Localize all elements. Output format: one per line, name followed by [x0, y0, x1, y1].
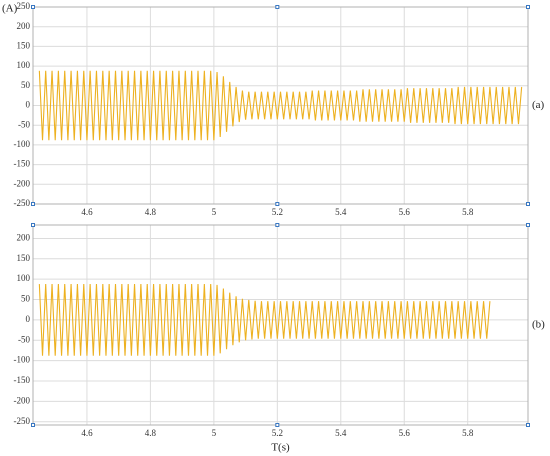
x-tick-label: 4.8 — [145, 207, 157, 217]
x-tick-label: 5.6 — [399, 428, 411, 438]
y-tick-label: 50 — [21, 80, 31, 90]
x-tick-label: 5.8 — [462, 207, 474, 217]
y-tick-label: -250 — [14, 198, 31, 208]
signal-line — [38, 284, 491, 356]
corner-handle — [31, 423, 35, 427]
y-tick-label: 0 — [26, 314, 31, 324]
y-tick-label: 200 — [17, 233, 31, 243]
y-tick-label: -200 — [14, 395, 31, 405]
x-tick-label: 4.6 — [81, 207, 93, 217]
x-tick-label: 5.4 — [335, 428, 347, 438]
x-tick-label: 5 — [212, 207, 217, 217]
y-tick-label: -50 — [18, 334, 30, 344]
y-tick-label: -100 — [14, 139, 31, 149]
x-tick-label: 5.2 — [272, 428, 283, 438]
y-tick-label: 50 — [21, 294, 31, 304]
signal-line — [38, 70, 523, 141]
y-tick-label: -200 — [14, 178, 31, 188]
x-tick-label: 4.8 — [145, 428, 157, 438]
x-tick-label: 5 — [212, 428, 217, 438]
y-tick-label: 150 — [17, 253, 31, 263]
corner-handle — [31, 223, 35, 227]
x-tick-label: 5.4 — [335, 207, 347, 217]
y-tick-label: -100 — [14, 355, 31, 365]
y-tick-label: 0 — [26, 100, 31, 110]
plot-frame — [32, 6, 529, 205]
panel-label: (b) — [532, 319, 545, 331]
y-tick-label: 150 — [17, 40, 31, 50]
corner-handle — [275, 5, 280, 9]
y-tick-label: -150 — [14, 375, 31, 385]
x-tick-label: 5.6 — [399, 207, 411, 217]
x-tick-label: 4.6 — [81, 428, 93, 438]
y-tick-label: 250 — [17, 1, 31, 11]
corner-handle — [526, 223, 530, 227]
y-tick-label: -150 — [14, 159, 31, 169]
plot-frame — [32, 224, 529, 426]
y-tick-label: 200 — [17, 21, 31, 31]
corner-handle — [275, 423, 280, 427]
corner-handle — [275, 223, 280, 227]
panel-label: (a) — [532, 99, 545, 111]
corner-handle — [526, 5, 530, 9]
y-tick-label: -250 — [14, 416, 31, 426]
corner-handle — [275, 202, 280, 206]
panel-annotation: (A) — [2, 3, 18, 15]
y-tick-label: -50 — [18, 119, 30, 129]
y-tick-label: 100 — [17, 273, 31, 283]
x-tick-label: 5.2 — [272, 207, 283, 217]
corner-handle — [526, 423, 530, 427]
corner-handle — [526, 202, 530, 206]
x-axis-label: T(s) — [271, 442, 290, 454]
corner-handle — [31, 202, 35, 206]
corner-handle — [31, 5, 35, 9]
x-tick-label: 5.8 — [462, 428, 474, 438]
y-tick-label: 100 — [17, 60, 31, 70]
